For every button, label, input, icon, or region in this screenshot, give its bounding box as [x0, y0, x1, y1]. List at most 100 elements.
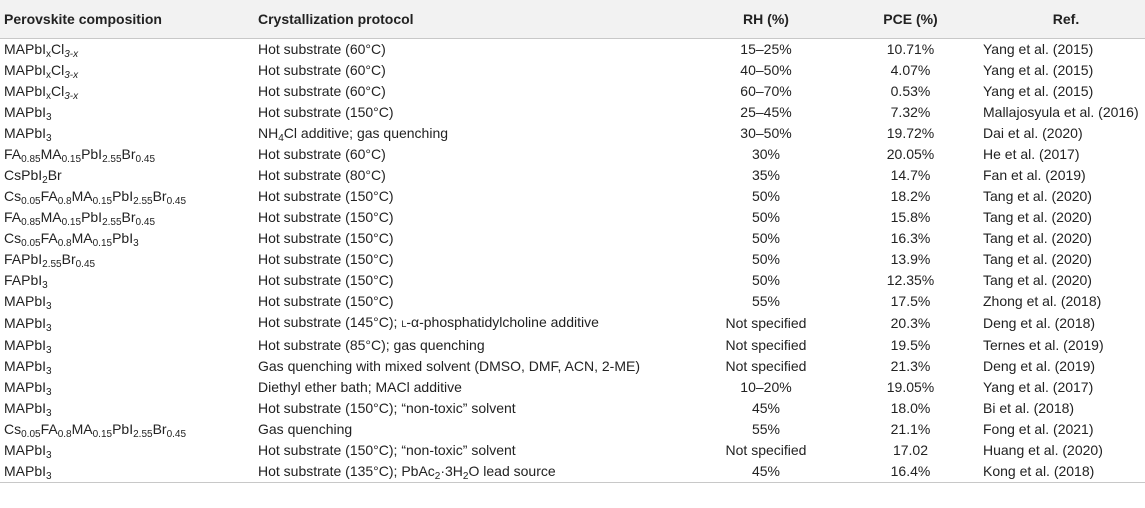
cell-composition: MAPbI3: [4, 293, 52, 312]
cell-pce: 19.5%: [890, 337, 931, 353]
table-row: FA0.85MA0.15PbI2.55Br0.45 Hot substrate (…: [0, 144, 1145, 165]
cell-pce: 21.1%: [890, 421, 931, 437]
table-row: MAPbIxCl3-x Hot substrate (60°C) 60–70% 0.5…: [0, 81, 1145, 102]
table-row: FAPbI2.55Br0.45 Hot substrate (150°C) 50% 1…: [0, 249, 1145, 270]
cell-composition: MAPbI3: [4, 379, 52, 398]
header-protocol: Crystallization protocol: [254, 0, 690, 39]
cell-rh: 45%: [751, 400, 781, 416]
cell-pce: 21.3%: [890, 358, 931, 374]
cell-pce: 18.0%: [890, 400, 931, 416]
cell-rh: 30–50%: [740, 125, 792, 141]
cell-composition: FAPbI2.55Br0.45: [4, 251, 96, 270]
cell-ref: Mallajosyula et al. (2016): [983, 104, 1139, 120]
cell-composition: FA0.85MA0.15PbI2.55Br0.45: [4, 209, 156, 228]
cell-ref: Yang et al. (2015): [983, 41, 1094, 57]
header-rh: RH (%): [690, 0, 842, 39]
cell-pce: 16.4%: [842, 461, 979, 483]
cell-rh: Not specified: [725, 337, 807, 353]
cell-pce: 20.05%: [886, 146, 935, 162]
cell-composition: MAPbIxCl3-x: [4, 83, 79, 102]
cell-ref: Yang et al. (2017): [983, 379, 1094, 395]
cell-protocol: Gas quenching with mixed solvent (DMSO, …: [258, 358, 641, 374]
table-row: FAPbI3 Hot substrate (150°C) 50% 12.35% Tang…: [0, 270, 1145, 291]
cell-composition: MAPbIxCl3-x: [4, 62, 79, 81]
table-row: Cs0.05FA0.8MA0.15PbI2.55Br0.45 Hot substr…: [0, 186, 1145, 207]
cell-pce: 12.35%: [886, 272, 935, 288]
cell-protocol: Gas quenching: [258, 421, 353, 437]
table-row: Cs0.05FA0.8MA0.15PbI3 Hot substrate (150°…: [0, 228, 1145, 249]
cell-protocol: Hot substrate (150°C): [258, 188, 394, 204]
cell-protocol: Hot substrate (150°C): [258, 272, 394, 288]
cell-rh: 55%: [751, 421, 781, 437]
table-row: FA0.85MA0.15PbI2.55Br0.45 Hot substrate (…: [0, 207, 1145, 228]
table-row: MAPbI3 Hot substrate (150°C); “non-toxic”…: [0, 398, 1145, 419]
cell-composition: MAPbI3: [4, 400, 52, 419]
cell-protocol: Hot substrate (150°C); “non-toxic” solve…: [258, 442, 516, 458]
header-ref: Ref.: [979, 0, 1145, 39]
cell-protocol: Hot substrate (150°C): [258, 104, 394, 120]
cell-rh: 30%: [751, 146, 781, 162]
cell-rh: 50%: [751, 188, 781, 204]
table-header: Perovskite composition Crystallization p…: [0, 0, 1145, 39]
cell-rh: 25–45%: [740, 104, 792, 120]
table-row: MAPbI3 NH4Cl additive; gas quenching 30–50…: [0, 123, 1145, 144]
cell-pce: 20.3%: [890, 315, 931, 331]
cell-rh: 35%: [751, 167, 781, 183]
cell-ref: Fong et al. (2021): [983, 421, 1094, 437]
table-row: MAPbI3 Hot substrate (135°C); PbAc2·3H2O …: [0, 461, 1145, 483]
cell-composition: MAPbI3: [4, 442, 52, 461]
cell-protocol: Hot substrate (150°C): [258, 209, 394, 225]
cell-pce: 7.32%: [890, 104, 931, 120]
cell-protocol: Hot substrate (135°C); PbAc2·3H2O lead s…: [254, 461, 690, 483]
cell-ref: Huang et al. (2020): [983, 442, 1103, 458]
cell-pce: 0.53%: [890, 83, 931, 99]
cell-protocol: Diethyl ether bath; MACl additive: [258, 379, 462, 395]
table-row: MAPbI3 Hot substrate (150°C); “non-toxic”…: [0, 440, 1145, 461]
header-row: Perovskite composition Crystallization p…: [0, 0, 1145, 39]
cell-rh: 15–25%: [740, 41, 792, 57]
cell-ref: Tang et al. (2020): [983, 272, 1092, 288]
cell-rh: 45%: [690, 461, 842, 483]
cell-composition: MAPbI3: [4, 104, 52, 123]
cell-pce: 18.2%: [890, 188, 931, 204]
cell-protocol: Hot substrate (150°C): [258, 251, 394, 267]
cell-pce: 15.8%: [890, 209, 931, 225]
cell-pce: 19.72%: [886, 125, 935, 141]
cell-ref: Deng et al. (2018): [983, 315, 1096, 331]
cell-composition: Cs0.05FA0.8MA0.15PbI3: [4, 230, 139, 249]
cell-pce: 4.07%: [890, 62, 931, 78]
cell-pce: 17.5%: [890, 293, 931, 309]
cell-rh: 60–70%: [740, 83, 792, 99]
cell-composition: FAPbI3: [4, 272, 48, 291]
cell-ref: Bi et al. (2018): [983, 400, 1075, 416]
cell-protocol: NH4Cl additive; gas quenching: [258, 125, 449, 144]
cell-pce: 10.71%: [886, 41, 935, 57]
cell-ref: He et al. (2017): [983, 146, 1080, 162]
table-row: Cs0.05FA0.8MA0.15PbI2.55Br0.45 Gas quench…: [0, 419, 1145, 440]
cell-ref: Dai et al. (2020): [983, 125, 1083, 141]
cell-protocol: Hot substrate (150°C): [258, 230, 394, 246]
table-row: MAPbI3 Hot substrate (150°C) 25–45% 7.32% Ma…: [0, 102, 1145, 123]
cell-pce: 16.3%: [890, 230, 931, 246]
cell-composition: MAPbI3: [4, 337, 52, 356]
cell-pce: 17.02: [892, 442, 929, 458]
cell-ref: Tang et al. (2020): [983, 209, 1092, 225]
table-row: MAPbIxCl3-x Hot substrate (60°C) 15–25% 10.…: [0, 39, 1145, 61]
cell-rh: 50%: [751, 230, 781, 246]
cell-composition: MAPbI3: [4, 315, 52, 334]
cell-protocol: Hot substrate (150°C); “non-toxic” solve…: [258, 400, 516, 416]
cell-pce: 13.9%: [890, 251, 931, 267]
cell-protocol: Hot substrate (85°C); gas quenching: [258, 337, 485, 353]
cell-rh: Not specified: [725, 442, 807, 458]
cell-protocol: Hot substrate (150°C): [258, 293, 394, 309]
perovskite-table: Perovskite composition Crystallization p…: [0, 0, 1145, 483]
cell-rh: Not specified: [725, 358, 807, 374]
cell-rh: 50%: [751, 251, 781, 267]
table-row: MAPbI3 Hot substrate (150°C) 55% 17.5% Zhong…: [0, 291, 1145, 312]
cell-composition: FA0.85MA0.15PbI2.55Br0.45: [4, 146, 156, 165]
cell-ref: Deng et al. (2019): [983, 358, 1096, 374]
cell-composition: MAPbI3: [0, 461, 254, 483]
cell-composition: MAPbI3: [4, 358, 52, 377]
cell-rh: 50%: [751, 209, 781, 225]
cell-ref: Zhong et al. (2018): [983, 293, 1102, 309]
